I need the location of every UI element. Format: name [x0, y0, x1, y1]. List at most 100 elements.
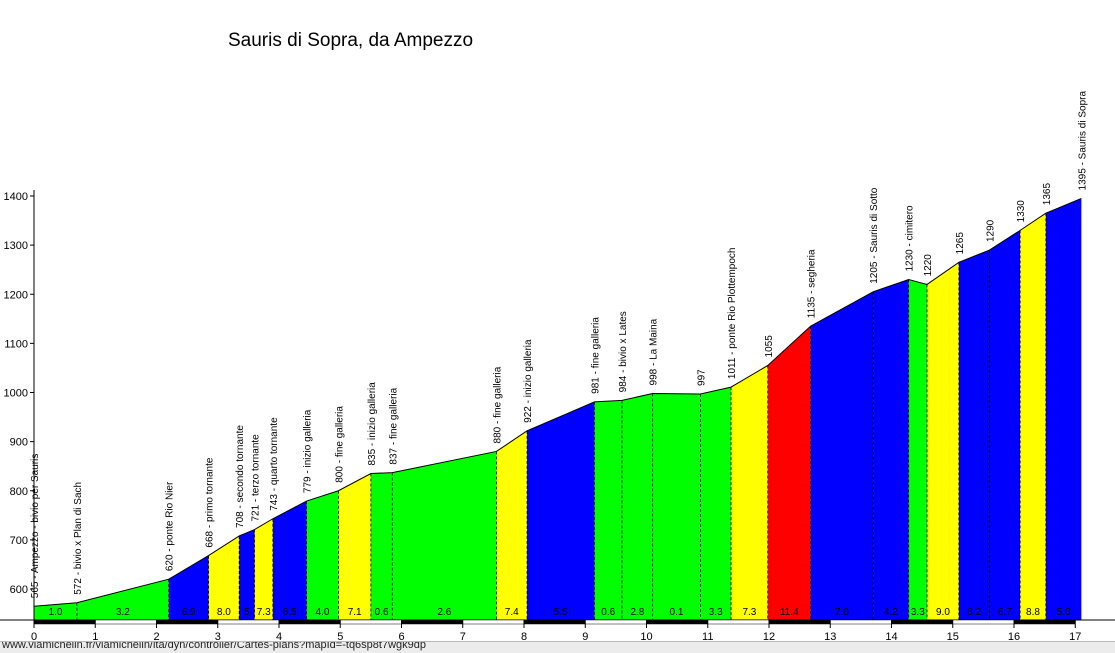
x-tick-label: 8	[521, 631, 527, 641]
x-tick-label: 0	[31, 631, 37, 641]
segment-grade-label: 11.4	[780, 607, 799, 618]
waypoint-label: 1395 - Sauris di Sopra	[1077, 91, 1088, 191]
x-scale-bar-block	[95, 619, 157, 625]
y-tick-label: 600	[10, 584, 28, 596]
x-scale-bar-block	[340, 619, 402, 625]
segment-fill	[392, 451, 497, 620]
x-scale-bar-block	[523, 619, 586, 625]
segment-fill	[927, 262, 959, 620]
waypoint-label: 922 - inizio galleria	[523, 339, 534, 423]
y-tick-label: 700	[10, 535, 28, 547]
browser-status-bar: www.viamichelin.fr/viamichelin/ita/dyn/c…	[0, 641, 1115, 653]
segment-fill	[700, 387, 732, 620]
x-tick-label: 6	[398, 631, 404, 641]
segment-fill	[168, 555, 209, 620]
x-scale-bar-block	[462, 619, 525, 625]
segment-grade-label: 3.3	[709, 607, 723, 618]
segment-fills	[34, 198, 1082, 621]
x-tick-label: 1	[92, 631, 98, 641]
y-tick-label: 1300	[4, 240, 28, 252]
waypoint-label: 1330	[1016, 200, 1027, 223]
waypoint-label: 668 - primo tornante	[205, 457, 216, 547]
x-scale-bar-block	[646, 619, 708, 625]
segment-dividers	[76, 213, 1047, 620]
segment-grade-label: 7.4	[505, 607, 519, 618]
x-tick-label: 5	[337, 631, 343, 641]
waypoint-label: 1290	[986, 219, 997, 242]
segment-grade-label: 7.3	[742, 607, 756, 618]
segment-fill	[1045, 198, 1082, 621]
x-scale-bar-block	[156, 619, 218, 625]
x-tick-label: 15	[947, 631, 959, 641]
x-tick-label: 13	[824, 631, 836, 641]
segment-fill	[908, 279, 928, 620]
y-tick-label: 1000	[4, 388, 28, 400]
waypoint-label: 743 - quarto tornante	[269, 417, 280, 511]
x-scale-bar-block	[1013, 619, 1076, 625]
segment-grade-label: 6.5	[283, 607, 297, 618]
waypoint-label: 1230 - cimitero	[905, 205, 916, 272]
waypoint-label: 835 - inizio galleria	[367, 382, 378, 466]
y-tick-label: 900	[10, 437, 28, 449]
segment-grade-label: 2.8	[630, 607, 644, 618]
x-scale-bar-block	[585, 619, 647, 625]
segment-fill	[810, 291, 874, 620]
profile-line	[33, 197, 1082, 607]
x-tick-label: 9	[582, 631, 588, 641]
axes: 0 1 2 3 4 5 6 7 8 9 10 11 12 13 14 15 16 1760070080090010…	[0, 190, 1115, 641]
x-tick-label: 3	[215, 631, 221, 641]
segment-fill	[254, 518, 273, 620]
waypoint-label: 779 - inizio galleria	[303, 409, 314, 493]
x-scale-bar-block	[217, 619, 280, 625]
segment-fill	[496, 430, 528, 620]
segment-fill	[76, 579, 169, 620]
waypoint-label: 998 - La Maina	[649, 318, 660, 385]
x-scale-bar-block	[33, 619, 96, 625]
segment-grade-label: 5	[244, 607, 250, 618]
segment-grade-label: 4.0	[316, 607, 330, 618]
segment-grade-label: 0.1	[670, 607, 684, 618]
segment-grade-label: 9.0	[936, 607, 950, 618]
segment-fill	[1020, 213, 1046, 620]
x-scale-bar-block	[891, 619, 953, 625]
segment-grade-label: 3.2	[116, 607, 130, 618]
segment-grade-label: 7.1	[348, 607, 362, 618]
waypoint-label: 1055	[764, 335, 775, 358]
y-tick-label: 1100	[4, 338, 28, 350]
segment-grade-label: 8.0	[217, 607, 231, 618]
waypoint-label: 880 - fine galleria	[492, 366, 503, 443]
segment-fill	[958, 250, 990, 620]
waypoint-label: 1265	[955, 232, 966, 255]
segment-fill	[527, 401, 595, 620]
x-tick-label: 17	[1069, 631, 1081, 641]
segment-grade-label: 8.8	[1026, 607, 1040, 618]
waypoint-label: 997	[696, 369, 707, 386]
waypoint-label: 708 - secondo tornante	[235, 425, 246, 528]
x-tick-label: 2	[153, 631, 159, 641]
segment-grade-labels: 1.0 3.2 6.9 8.0 5 7.3 6.5 4.0 7.1 0.6 2.6 7.4 5.5 0.6…	[48, 607, 1071, 618]
segment-fill	[594, 400, 622, 620]
status-url: www.viamichelin.fr/viamichelin/ita/dyn/c…	[2, 641, 426, 651]
waypoint-label: 721 - terzo tornante	[251, 434, 262, 522]
segment-grade-label: 7.3	[257, 607, 271, 618]
x-scale-bar-block	[768, 619, 831, 625]
segment-grade-label: 6.7	[998, 607, 1012, 618]
segment-grade-label: 4.2	[884, 607, 898, 618]
segment-fill	[306, 490, 339, 620]
segment-fill	[767, 326, 811, 620]
x-tick-label: 16	[1008, 631, 1020, 641]
segment-grade-label: 5.0	[1057, 607, 1071, 618]
waypoint-labels: 565 - Ampezzo - bivio per Sauris 572 - bi…	[30, 91, 1088, 599]
x-tick-label: 11	[702, 631, 713, 641]
segment-grade-label: 6.2	[967, 607, 981, 618]
segment-fill	[873, 279, 909, 620]
segment-fill	[370, 472, 393, 620]
y-tick-label: 800	[10, 486, 28, 498]
waypoint-label: 981 - fine galleria	[590, 317, 601, 394]
waypoint-label: 620 - ponte Rio Nier	[165, 481, 176, 571]
segment-grade-label: 7.0	[835, 607, 849, 618]
waypoint-label: 1135 - segheria	[807, 249, 818, 318]
waypoint-label: 800 - fine galleria	[334, 406, 345, 483]
segment-fill	[239, 529, 255, 620]
